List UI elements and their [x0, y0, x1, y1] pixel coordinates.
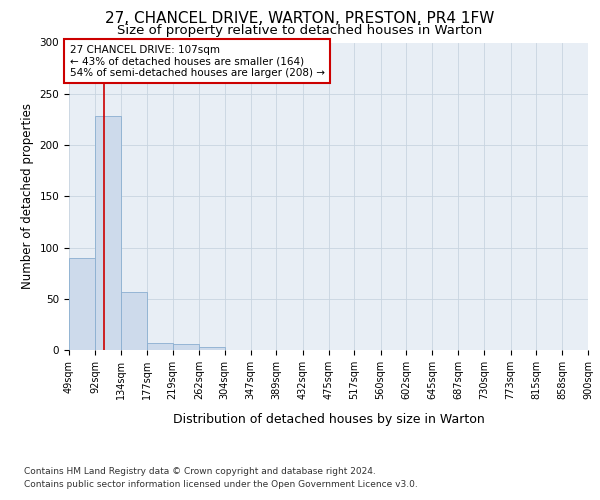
Text: 27 CHANCEL DRIVE: 107sqm
← 43% of detached houses are smaller (164)
54% of semi-: 27 CHANCEL DRIVE: 107sqm ← 43% of detach…	[70, 44, 325, 78]
Bar	[173, 344, 199, 350]
Bar	[69, 258, 95, 350]
Bar	[199, 347, 224, 350]
Bar	[95, 116, 121, 350]
Text: Distribution of detached houses by size in Warton: Distribution of detached houses by size …	[173, 412, 485, 426]
Text: 27, CHANCEL DRIVE, WARTON, PRESTON, PR4 1FW: 27, CHANCEL DRIVE, WARTON, PRESTON, PR4 …	[106, 11, 494, 26]
Text: Size of property relative to detached houses in Warton: Size of property relative to detached ho…	[118, 24, 482, 37]
Text: Contains public sector information licensed under the Open Government Licence v3: Contains public sector information licen…	[24, 480, 418, 489]
Bar	[147, 343, 173, 350]
Text: Contains HM Land Registry data © Crown copyright and database right 2024.: Contains HM Land Registry data © Crown c…	[24, 468, 376, 476]
Y-axis label: Number of detached properties: Number of detached properties	[21, 104, 34, 289]
Bar	[121, 292, 147, 350]
